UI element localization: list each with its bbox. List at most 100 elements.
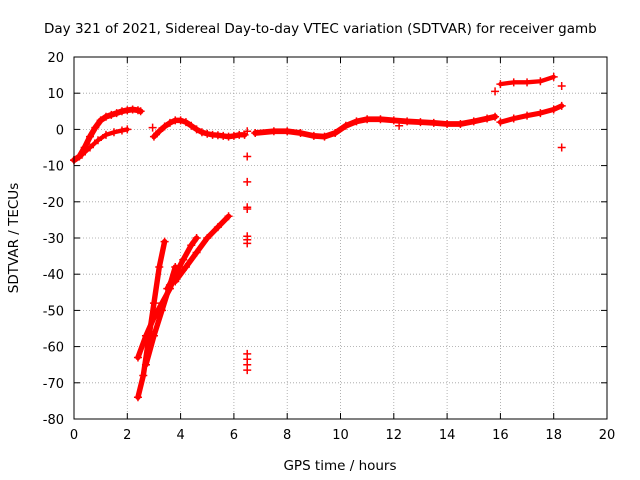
y-axis-label: SDTVAR / TECUs — [6, 183, 22, 293]
data-point-marker — [117, 107, 126, 116]
x-tick-label: 6 — [230, 428, 238, 443]
series-band-line — [172, 213, 232, 285]
data-point-marker — [243, 239, 252, 248]
data-point-marker — [549, 72, 558, 81]
data-point-marker — [149, 313, 158, 322]
y-tick-label: -60 — [43, 341, 64, 356]
data-point-marker — [496, 118, 505, 127]
x-tick-label: 20 — [599, 428, 616, 443]
data-point-marker — [160, 122, 169, 131]
x-tick-label: 18 — [545, 428, 562, 443]
data-point-marker — [320, 132, 329, 141]
series-descending-branch-D — [163, 234, 201, 293]
y-tick-label: -30 — [43, 232, 64, 247]
data-point-marker — [109, 128, 118, 137]
y-tick-label: 0 — [56, 123, 64, 138]
data-point-marker — [101, 130, 110, 139]
y-tick-label: 10 — [47, 87, 64, 102]
data-point-marker — [224, 212, 233, 221]
series-flat-band — [251, 112, 500, 141]
data-point-marker — [456, 119, 465, 128]
y-tick-label: -70 — [43, 377, 64, 392]
data-point-marker — [557, 143, 566, 152]
x-tick-label: 10 — [332, 428, 349, 443]
data-point-marker — [149, 132, 158, 141]
data-point-marker — [309, 131, 318, 140]
data-point-marker — [187, 241, 196, 250]
data-point-marker — [192, 234, 201, 242]
data-point-marker — [203, 129, 212, 138]
data-point-marker — [192, 248, 201, 257]
data-point-marker — [341, 121, 350, 130]
data-point-marker — [155, 262, 164, 271]
series-scattered-points — [148, 81, 566, 375]
data-point-marker — [243, 127, 252, 136]
data-point-marker — [157, 306, 166, 315]
data-point-marker — [509, 78, 518, 87]
data-point-marker — [163, 284, 172, 293]
x-tick-label: 2 — [123, 428, 131, 443]
y-tick-label: -40 — [43, 268, 64, 283]
x-axis-label: GPS time / hours — [283, 458, 396, 474]
data-point-marker — [96, 116, 105, 125]
data-point-marker — [133, 393, 142, 402]
data-point-marker — [536, 109, 545, 118]
series-rising-branch-E — [171, 212, 233, 286]
y-tick-label: 20 — [47, 51, 64, 66]
data-point-marker — [181, 262, 190, 271]
data-point-marker — [269, 127, 278, 136]
data-point-marker — [549, 105, 558, 114]
data-point-marker — [77, 150, 86, 159]
data-point-marker — [283, 127, 292, 136]
data-point-marker — [117, 126, 126, 135]
data-point-marker — [85, 143, 94, 152]
x-tick-label: 16 — [492, 428, 509, 443]
y-tick-label: -50 — [43, 304, 64, 319]
series-main-band-continuation — [149, 116, 249, 141]
data-point-marker — [352, 117, 361, 126]
data-point-marker — [331, 129, 340, 138]
x-tick-label: 8 — [283, 428, 291, 443]
data-point-marker — [243, 152, 252, 161]
data-point-marker — [155, 127, 164, 136]
data-point-marker — [523, 111, 532, 120]
data-point-marker — [112, 109, 121, 118]
data-point-marker — [229, 131, 238, 140]
data-point-marker — [203, 234, 212, 242]
data-point-marker — [296, 129, 305, 138]
data-point-marker — [403, 117, 412, 126]
data-point-marker — [395, 121, 404, 130]
data-point-marker — [123, 125, 132, 134]
data-point-marker — [165, 118, 174, 127]
data-point-marker — [149, 299, 158, 308]
data-point-marker — [171, 277, 180, 286]
data-point-marker — [243, 366, 252, 375]
grid — [74, 57, 607, 419]
data-point-marker — [93, 136, 102, 145]
y-tick-label: -10 — [43, 160, 64, 175]
data-point-marker — [139, 371, 148, 380]
data-point-marker — [376, 115, 385, 124]
data-point-marker — [192, 125, 201, 134]
data-point-marker — [160, 237, 169, 246]
y-tick-label: -20 — [43, 196, 64, 211]
x-tick-label: 14 — [439, 428, 456, 443]
data-point-marker — [443, 119, 452, 128]
data-point-marker — [181, 118, 190, 127]
data-point-marker — [469, 117, 478, 126]
data-point-marker — [85, 132, 94, 141]
data-point-marker — [187, 121, 196, 130]
data-point-marker — [416, 118, 425, 127]
data-point-marker — [176, 116, 185, 125]
y-tick-label: -80 — [43, 413, 64, 428]
data-point-marker — [251, 129, 260, 138]
data-point-marker — [136, 107, 145, 116]
data-layer — [70, 72, 566, 402]
data-point-marker — [363, 115, 372, 124]
data-point-marker — [491, 112, 500, 121]
x-tick-label: 0 — [70, 428, 78, 443]
data-point-marker — [429, 118, 438, 127]
data-point-marker — [243, 205, 252, 214]
